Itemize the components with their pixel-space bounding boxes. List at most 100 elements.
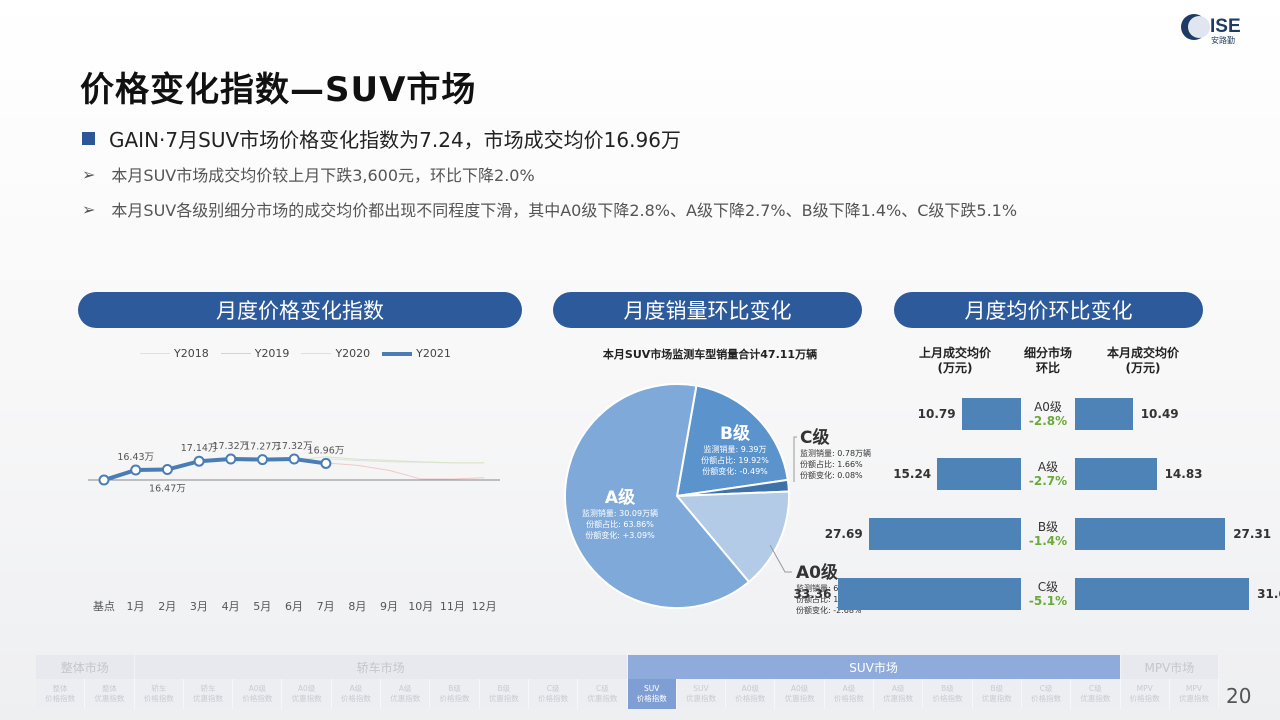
header-curr-price: 本月成交均价 (万元): [1106, 346, 1179, 375]
nav-item[interactable]: B级 优惠指数: [479, 679, 529, 709]
curr-price-value: 14.83: [1164, 467, 1203, 481]
x-tick-label: 6月: [284, 600, 303, 613]
data-label: 16.96万: [308, 445, 345, 456]
segment-label: A0级 -2.8%: [1018, 400, 1078, 428]
nav-group-1[interactable]: 轿车市场: [134, 655, 628, 679]
pie-label-name: A级: [604, 488, 636, 508]
segment-change: -2.7%: [1028, 474, 1068, 488]
pie-slice-A0级: [674, 490, 790, 584]
section-nav: 整体市场 轿车市场 SUV市场 MPV市场 整体 价格指数 整体 优惠指数 轿车 价格指数…: [36, 655, 1220, 709]
x-tick-label: 1月: [126, 600, 145, 613]
segment-change: -5.1%: [1028, 594, 1068, 608]
segment-label: A级 -2.7%: [1018, 460, 1078, 488]
segment-change: -2.8%: [1028, 414, 1068, 428]
pie-slice-A级: [564, 383, 751, 609]
x-tick-label: 8月: [348, 600, 367, 613]
nav-item[interactable]: SUV 优惠指数: [676, 679, 727, 709]
bar-curr-A0级: [1075, 398, 1133, 430]
x-tick-label: 2月: [158, 600, 177, 613]
pie-label-detail: 份额占比: 63.86%: [586, 520, 654, 529]
legend-swatch: [382, 351, 413, 356]
segment-change: -1.4%: [1028, 534, 1068, 548]
nav-item[interactable]: A级 优惠指数: [874, 679, 924, 709]
panel-header-avg-price-change: 月度均价环比变化: [894, 292, 1203, 328]
pie-label: A0级 监测销量: 6.86万辆 份额占比: 14.55% 份额变化: -2.68%: [796, 563, 886, 616]
bullet-item: ➢ 本月SUV市场成交均价较上月下跌3,600元，环比下降2.0%: [82, 162, 535, 186]
nav-item[interactable]: 轿车 价格指数: [134, 679, 184, 709]
data-point: [130, 464, 142, 476]
page-title: 价格变化指数—SUV市场: [80, 70, 477, 110]
header-prev-price: 上月成交均价 (万元): [918, 346, 991, 375]
bullet-text: 本月SUV市场成交均价较上月下跌3,600元，环比下降2.0%: [111, 166, 535, 185]
prev-price-value: 33.36: [793, 587, 832, 601]
pie-label: B级 监测销量: 9.39万 份额占比: 19.92% 份额变化: -0.49%: [685, 424, 785, 477]
panel-header-sales-change: 月度销量环比变化: [553, 292, 862, 328]
nav-group-3[interactable]: MPV市场: [1120, 655, 1220, 679]
bar-prev-C级: [837, 578, 1021, 610]
data-label: 17.14万: [181, 443, 218, 454]
bar-curr-B级: [1075, 518, 1226, 550]
nav-item[interactable]: C级 优惠指数: [1071, 679, 1121, 709]
nav-item[interactable]: A级 价格指数: [331, 679, 382, 709]
pie-label-detail: 份额占比: 19.92%: [701, 456, 769, 465]
x-tick-label: 7月: [316, 600, 335, 613]
square-bullet-icon: [82, 132, 95, 145]
nav-item[interactable]: A0级 价格指数: [233, 679, 283, 709]
data-label: 17.32万: [212, 441, 249, 452]
bar-curr-A级: [1075, 458, 1157, 490]
nav-item[interactable]: A0级 优惠指数: [775, 679, 825, 709]
nav-item[interactable]: MPV 价格指数: [1120, 679, 1170, 709]
x-tick-label: 3月: [189, 600, 208, 613]
series-line-Y2019: [325, 462, 485, 480]
nav-item[interactable]: C级 价格指数: [528, 679, 579, 709]
segment-label: B级 -1.4%: [1018, 520, 1078, 548]
data-label: 16.43万: [117, 452, 154, 463]
legend-label: Y2018: [174, 347, 209, 360]
x-tick-label: 基点: [92, 600, 115, 613]
nav-item[interactable]: A级 优惠指数: [381, 679, 431, 709]
curr-price-value: 10.49: [1140, 407, 1179, 421]
nav-group-2[interactable]: SUV市场: [627, 655, 1121, 679]
pie-label-detail: 监测销量: 9.39万: [703, 445, 767, 454]
data-label: 16.47万: [149, 484, 186, 495]
data-label: 17.32万: [276, 441, 313, 452]
legend-item: Y2018: [140, 347, 209, 360]
header-segment-change: 细分市场 环比: [1023, 346, 1072, 375]
pie-label-name: A0级: [796, 563, 838, 583]
data-point: [288, 453, 300, 465]
legend-swatch: [140, 353, 170, 354]
segment-label: C级 -5.1%: [1018, 580, 1078, 608]
nav-item[interactable]: B级 价格指数: [430, 679, 480, 709]
nav-item[interactable]: 整体 优惠指数: [85, 679, 135, 709]
pie-label-detail: 份额占比: 14.55%: [796, 595, 864, 604]
nav-item[interactable]: A0级 价格指数: [726, 679, 776, 709]
data-label: 17.27万: [244, 442, 281, 453]
pie-label-detail: 份额占比: 1.66%: [800, 460, 863, 469]
legend-swatch: [220, 353, 251, 354]
nav-group-0[interactable]: 整体市场: [36, 655, 135, 679]
nav-item[interactable]: A0级 优惠指数: [282, 679, 332, 709]
page-number: 20: [1226, 684, 1252, 708]
pie-label-name: B级: [720, 424, 750, 444]
nav-item[interactable]: A级 价格指数: [824, 679, 875, 709]
nav-item[interactable]: 轿车 优惠指数: [183, 679, 234, 709]
series-line-Y2020: [294, 456, 485, 464]
legend-item: Y2021: [382, 347, 451, 360]
pie-label-detail: 份额变化: -2.68%: [796, 606, 862, 615]
x-tick-label: 12月: [471, 600, 497, 613]
data-point: [257, 454, 268, 466]
curr-price-value: 27.31: [1233, 527, 1272, 541]
leader-line: [769, 544, 792, 573]
nav-item[interactable]: B级 优惠指数: [972, 679, 1022, 709]
svg-text:ISE: ISE: [1210, 16, 1241, 37]
nav-item[interactable]: 整体 价格指数: [36, 679, 86, 709]
segment-name: A0级: [1034, 400, 1062, 414]
nav-item[interactable]: MPV 优惠指数: [1169, 679, 1220, 709]
nav-item[interactable]: SUV 价格指数: [627, 679, 677, 709]
legend-item: Y2020: [301, 347, 370, 360]
nav-item[interactable]: C级 价格指数: [1021, 679, 1072, 709]
legend-item: Y2019: [220, 347, 289, 360]
nav-item[interactable]: B级 价格指数: [923, 679, 973, 709]
nav-item[interactable]: C级 优惠指数: [578, 679, 628, 709]
